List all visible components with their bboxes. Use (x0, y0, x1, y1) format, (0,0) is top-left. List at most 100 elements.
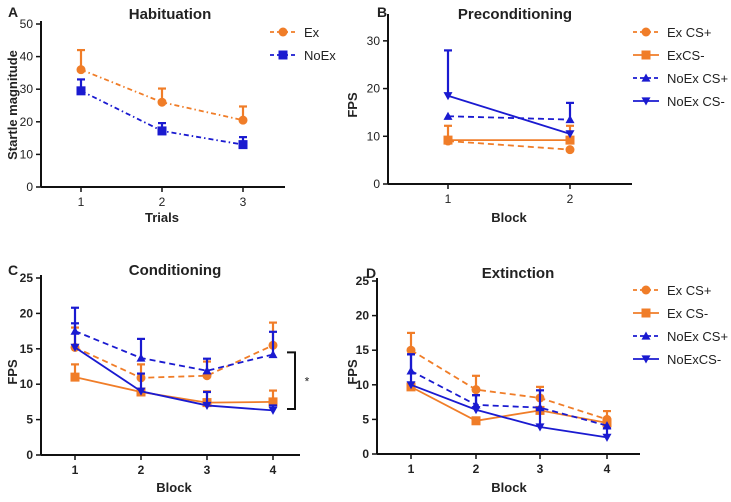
y-tick-label: 50 (20, 17, 34, 31)
data-point (157, 97, 167, 107)
panel-b: B Preconditioning 0 10 20 30 1 2 Block FPS Ex CS+ E… (345, 4, 728, 225)
series-ex-cs- (406, 331, 612, 424)
legend-label: Ex CS- (667, 306, 708, 321)
panel-c: C Conditioning 0 5 10 15 20 25 1 2 3 4 Block FPS * (5, 262, 310, 495)
series-line (80, 68, 244, 122)
legend-label: Ex (304, 25, 320, 40)
y-tick-label: 10 (356, 378, 370, 392)
x-tick-label: 3 (537, 462, 544, 476)
series-noex (76, 78, 248, 150)
y-tick-label: 0 (26, 448, 33, 462)
series-line (447, 94, 571, 135)
series-noex-cs- (443, 101, 575, 124)
y-tick-label: 20 (20, 306, 34, 320)
data-point (202, 401, 212, 410)
series-line (410, 370, 608, 427)
x-tick-label: 1 (445, 192, 452, 206)
legend-label: NoEx CS- (667, 94, 725, 109)
x-tick-label: 3 (204, 463, 211, 477)
legend-label: ExCS- (667, 48, 705, 63)
legend-entry: Ex CS+ (633, 25, 711, 40)
series-line (447, 115, 571, 121)
series-noexcs- (406, 353, 612, 442)
data-point (471, 406, 481, 415)
data-point (238, 115, 248, 125)
data-point (535, 423, 545, 432)
y-tick-label: 0 (362, 447, 369, 461)
significance-bracket (287, 351, 296, 410)
data-point (238, 140, 248, 150)
data-point (602, 433, 612, 442)
x-tick-label: 2 (138, 463, 145, 477)
y-tick-label: 10 (20, 377, 34, 391)
panel-label: B (377, 4, 387, 20)
data-point (268, 349, 278, 359)
y-tick-label: 20 (20, 115, 34, 129)
data-point (268, 406, 278, 415)
series-noex-cs- (70, 322, 278, 415)
legend-entry: NoEx (270, 48, 336, 63)
data-point (443, 111, 453, 120)
y-tick-label: 5 (26, 413, 33, 427)
y-tick-label: 40 (20, 50, 34, 64)
legend-entry: NoEx CS+ (633, 71, 728, 86)
data-point (76, 65, 86, 75)
data-point (157, 126, 167, 136)
y-tick-label: 30 (367, 34, 381, 48)
data-point (565, 115, 575, 124)
series-line (74, 344, 274, 379)
data-point (406, 345, 416, 355)
chart-title: Extinction (482, 265, 555, 282)
data-point (443, 92, 453, 101)
legend-marker (641, 50, 651, 60)
legend-label: Ex CS+ (667, 283, 711, 298)
legend-marker (278, 27, 288, 37)
panel-label: A (8, 4, 18, 20)
y-axis-label: FPS (5, 359, 20, 385)
x-tick-label: 2 (567, 192, 574, 206)
x-tick-label: 3 (240, 195, 247, 209)
x-axis-label: Block (491, 210, 527, 225)
legend-marker (641, 308, 651, 318)
x-tick-label: 4 (604, 462, 611, 476)
series-line (410, 383, 608, 439)
y-tick-label: 10 (367, 129, 381, 143)
data-point (70, 372, 80, 382)
y-tick-label: 10 (20, 147, 34, 161)
legend-marker (641, 97, 651, 106)
y-tick-label: 20 (367, 82, 381, 96)
y-tick-label: 15 (20, 342, 34, 356)
y-tick-label: 25 (356, 274, 370, 288)
legend-entry: NoEx CS+ (633, 329, 728, 344)
y-axis-label: Startle magnitude (5, 50, 20, 160)
data-point (471, 385, 481, 395)
legend-label: NoEx CS+ (667, 71, 728, 86)
series-noex-cs- (443, 49, 575, 139)
chart-title: Preconditioning (458, 6, 572, 23)
x-tick-label: 2 (473, 462, 480, 476)
panel-d: D Extinction 0 5 10 15 20 25 1 2 3 4 Block FPS Ex CS+ E… (345, 265, 728, 495)
y-axis-label: FPS (345, 92, 360, 118)
y-tick-label: 0 (373, 177, 380, 191)
data-point (136, 387, 146, 396)
data-point (268, 397, 278, 407)
data-point (565, 145, 575, 155)
data-point (406, 381, 416, 390)
x-axis-label: Block (156, 480, 192, 495)
legend-marker (641, 285, 651, 295)
x-tick-label: 2 (159, 195, 166, 209)
series-line (74, 330, 274, 372)
y-tick-label: 5 (362, 412, 369, 426)
x-tick-label: 1 (78, 195, 85, 209)
y-tick-label: 15 (356, 343, 370, 357)
y-tick-label: 20 (356, 309, 370, 323)
x-tick-label: 1 (72, 463, 79, 477)
x-tick-label: 1 (408, 462, 415, 476)
chart-title: Habituation (129, 6, 212, 23)
legend-label: NoEx CS+ (667, 329, 728, 344)
data-point (565, 135, 575, 145)
series-line (74, 376, 274, 404)
legend-marker (641, 27, 651, 37)
data-point (602, 421, 612, 430)
x-tick-label: 4 (270, 463, 277, 477)
